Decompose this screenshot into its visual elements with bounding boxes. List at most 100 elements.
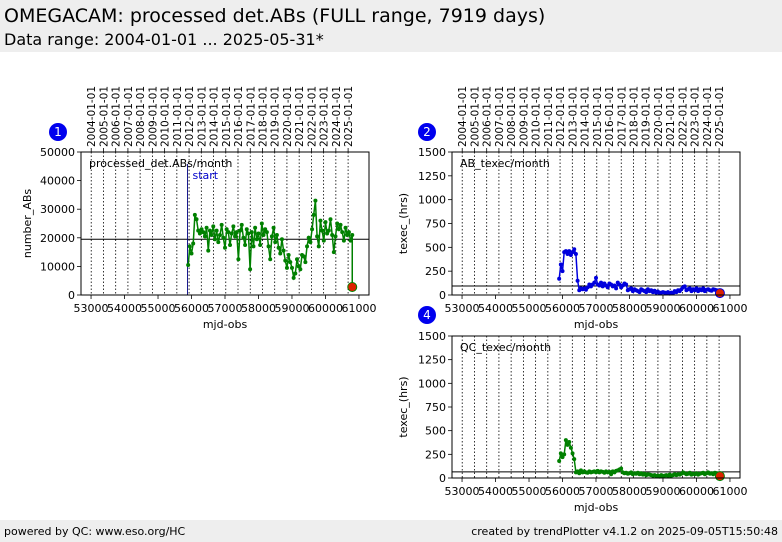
x-tick-label: 56000 [545, 302, 580, 315]
top-axis-date-label: 2011-01-01 [172, 86, 184, 147]
top-axis-date-label: 2015-01-01 [592, 86, 604, 147]
data-point [310, 227, 315, 232]
data-point [266, 244, 271, 249]
plot-frame [451, 151, 741, 296]
data-point [567, 440, 572, 445]
data-point [249, 230, 254, 235]
data-point [303, 260, 308, 265]
x-tick-label: 55000 [512, 485, 547, 498]
top-axis-date-label: 2012-01-01 [184, 86, 196, 147]
top-axis-date-label: 2018-01-01 [257, 86, 269, 147]
top-axis-date-label: 2011-01-01 [543, 86, 555, 147]
y-tick-label: 750 [425, 401, 446, 414]
y-tick-label: 0 [439, 289, 446, 302]
data-point [284, 265, 289, 270]
y-tick-label: 250 [425, 448, 446, 461]
data-point [191, 241, 196, 246]
data-point [563, 438, 568, 443]
top-axis-date-label: 2025-01-01 [714, 86, 726, 147]
latest-data-point [714, 288, 725, 299]
y-tick-label: 1500 [418, 330, 446, 343]
page-subtitle: Data range: 2004-01-01 ... 2025-05-31* [4, 30, 324, 49]
data-point [572, 247, 577, 252]
data-point [271, 225, 276, 230]
data-point [286, 252, 291, 257]
data-point [567, 249, 572, 254]
top-axis-date-label: 2016-01-01 [233, 86, 245, 147]
data-point [592, 280, 597, 285]
y-axis-label: number_ABs [21, 189, 34, 259]
x-tick-label: 56000 [545, 485, 580, 498]
x-tick-label: 60000 [308, 302, 343, 315]
data-point [572, 457, 577, 462]
data-point [226, 230, 231, 235]
data-point [254, 237, 259, 242]
data-point [594, 275, 598, 280]
data-point [214, 228, 219, 233]
top-axis-date-label: 2024-01-01 [702, 86, 714, 147]
data-point [251, 244, 256, 249]
top-axis-date-label: 2004-01-01 [457, 86, 469, 147]
chart-panel-2: 2 2004-01-01 2005-01-01 2006-01-01 2007-01-0… [397, 86, 747, 331]
y-tick-label: 40000 [40, 175, 75, 188]
y-tick-label: 1000 [418, 194, 446, 207]
data-point [316, 244, 321, 249]
data-point [234, 230, 239, 235]
data-point [343, 225, 348, 230]
data-point [241, 235, 246, 240]
data-point [341, 238, 346, 243]
data-point [201, 230, 206, 235]
y-tick-label: 500 [425, 241, 446, 254]
page-title: OMEGACAM: processed det.ABs (FULL range,… [4, 5, 546, 27]
data-point [326, 228, 331, 233]
y-tick-label: 750 [425, 218, 446, 231]
y-tick-label: 500 [425, 425, 446, 438]
data-point [239, 222, 244, 227]
top-axis-date-label: 2012-01-01 [555, 86, 567, 147]
data-point [194, 217, 199, 222]
x-tick-label: 59000 [645, 485, 680, 498]
x-tick-label: 59000 [645, 302, 680, 315]
series-label: QC_texec/month [460, 341, 551, 354]
x-tick-label: 57000 [579, 485, 614, 498]
data-point [573, 252, 578, 257]
data-point [293, 271, 298, 276]
top-axis-date-label: 2024-01-01 [331, 86, 343, 147]
data-point [261, 232, 266, 237]
data-point [207, 228, 212, 233]
x-tick-label: 53000 [445, 485, 480, 498]
data-point [575, 278, 580, 283]
data-point [318, 218, 323, 223]
data-point [187, 244, 192, 249]
top-axis-date-label: 2022-01-01 [677, 86, 689, 147]
data-point [599, 280, 604, 285]
data-point [335, 221, 340, 226]
data-point [269, 234, 274, 239]
data-point [338, 222, 343, 227]
data-point [305, 244, 310, 249]
x-tick-label: 61000 [341, 302, 376, 315]
panel-badge [418, 123, 436, 141]
top-axis-date-label: 2005-01-01 [98, 86, 110, 147]
latest-data-point [347, 281, 358, 292]
data-point [570, 451, 575, 456]
footer-generator: created by trendPlotter v4.1.2 on 2025-0… [471, 525, 778, 538]
x-tick-label: 56000 [174, 302, 209, 315]
y-tick-label: 0 [439, 472, 446, 485]
top-axis-date-label: 2010-01-01 [160, 86, 172, 147]
data-point [192, 212, 197, 217]
x-tick-label: 58000 [241, 302, 276, 315]
data-point [321, 238, 326, 243]
x-tick-label: 60000 [679, 302, 714, 315]
data-point [336, 227, 341, 232]
panel-badge-number: 1 [54, 125, 62, 139]
x-tick-label: 58000 [612, 485, 647, 498]
data-point [223, 245, 227, 250]
data-point [217, 232, 222, 237]
data-point [333, 234, 338, 239]
top-axis-date-label: 2020-01-01 [653, 86, 665, 147]
data-point [186, 262, 191, 267]
x-tick-label: 59000 [274, 302, 309, 315]
data-point [197, 231, 202, 236]
top-axis-date-label: 2022-01-01 [306, 86, 318, 147]
